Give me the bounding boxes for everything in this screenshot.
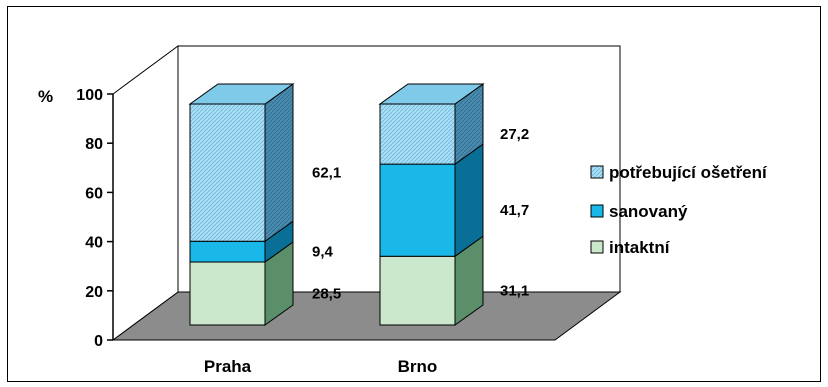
bars [188,83,485,326]
y-tick-label: 60 [85,185,103,202]
y-axis: 0 20 40 60 80 100% [38,87,114,350]
data-label: 9,4 [312,244,334,261]
y-unit-label: % [38,87,53,106]
chart-walls [111,45,622,341]
chart-side-wall [112,45,179,341]
data-label: 62,1 [312,165,341,182]
bar-segment-front [189,261,266,326]
x-category-label: Praha [204,357,252,376]
x-category-label: Brno [398,357,438,376]
bar-segment-front [379,103,456,165]
y-tick-label: 40 [85,235,103,252]
bar-top-face [378,83,485,105]
bar-segment-front [189,103,266,242]
data-label: 28,5 [312,286,341,303]
bar-segment-front [189,240,266,263]
y-tick-label: 0 [94,333,103,350]
bar-segment-front [379,163,456,257]
legend-entry-label: intaktní [609,238,671,257]
bar-segment-front [379,255,456,326]
legend-entry-label: sanovaný [609,202,688,221]
legend-swatch [590,240,604,254]
bar-segment-side [264,83,294,243]
y-tick-label: 100 [76,87,103,104]
data-label: 31,1 [500,283,529,300]
y-tick-label: 80 [85,136,103,153]
bar-top-face [188,83,295,105]
y-tick-label: 20 [85,284,103,301]
data-label: 27,2 [500,126,529,143]
chart-floor [111,291,622,341]
data-labels: 28,5 9,4 62,1 Praha 31,1 41,7 27,2 Brno [204,126,529,376]
legend-entry-label: potřebující ošetření [609,163,768,182]
legend: potřebující ošetření sanovaný intaktní [590,163,768,257]
legend-swatch [590,204,604,218]
data-label: 41,7 [500,202,529,219]
legend-swatch [590,165,604,179]
